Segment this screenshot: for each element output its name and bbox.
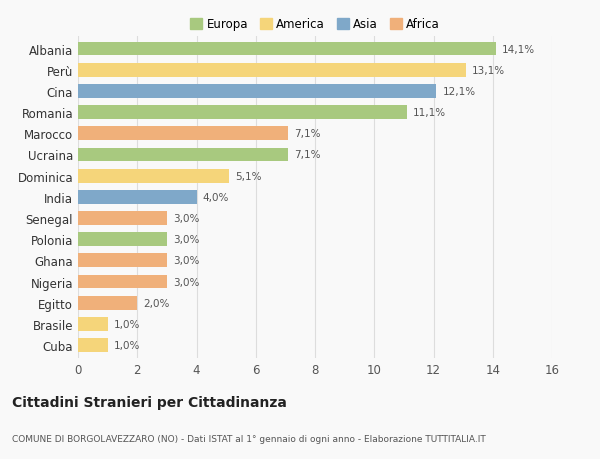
Bar	[78, 190, 197, 204]
Bar	[78, 127, 289, 141]
Bar	[78, 317, 107, 331]
Text: 1,0%: 1,0%	[113, 340, 140, 350]
Bar	[78, 148, 289, 162]
Bar	[78, 169, 229, 183]
Text: 3,0%: 3,0%	[173, 235, 199, 245]
Bar	[78, 106, 407, 120]
Text: 14,1%: 14,1%	[502, 45, 535, 55]
Text: 12,1%: 12,1%	[442, 87, 476, 97]
Bar	[78, 85, 436, 99]
Text: 3,0%: 3,0%	[173, 213, 199, 224]
Bar	[78, 296, 137, 310]
Bar	[78, 338, 107, 352]
Text: 11,1%: 11,1%	[413, 108, 446, 118]
Bar	[78, 212, 167, 225]
Text: 13,1%: 13,1%	[472, 66, 505, 76]
Text: 5,1%: 5,1%	[235, 171, 262, 181]
Text: 7,1%: 7,1%	[294, 150, 321, 160]
Legend: Europa, America, Asia, Africa: Europa, America, Asia, Africa	[185, 14, 445, 36]
Text: 1,0%: 1,0%	[113, 319, 140, 329]
Text: 7,1%: 7,1%	[294, 129, 321, 139]
Bar	[78, 43, 496, 56]
Text: Cittadini Stranieri per Cittadinanza: Cittadini Stranieri per Cittadinanza	[12, 395, 287, 409]
Bar	[78, 254, 167, 268]
Text: COMUNE DI BORGOLAVEZZARO (NO) - Dati ISTAT al 1° gennaio di ogni anno - Elaboraz: COMUNE DI BORGOLAVEZZARO (NO) - Dati IST…	[12, 434, 486, 442]
Text: 4,0%: 4,0%	[202, 192, 229, 202]
Bar	[78, 233, 167, 246]
Bar	[78, 64, 466, 78]
Text: 2,0%: 2,0%	[143, 298, 170, 308]
Text: 3,0%: 3,0%	[173, 256, 199, 266]
Bar	[78, 275, 167, 289]
Text: 3,0%: 3,0%	[173, 277, 199, 287]
